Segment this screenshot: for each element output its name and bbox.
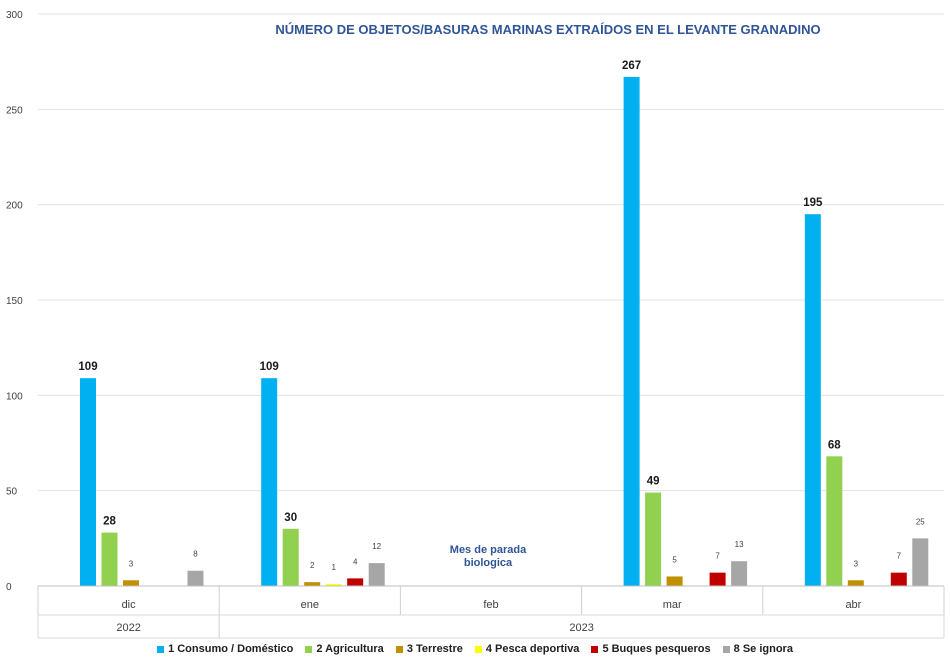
x-year-label: 2023	[569, 622, 593, 634]
legend-item: 2 Agricultura	[305, 643, 384, 655]
bar-abr-series-6	[912, 538, 929, 586]
y-tick-label: 100	[6, 391, 23, 402]
data-label: 4	[353, 557, 358, 566]
bar-dic-series-3	[123, 580, 139, 586]
bar-abr-series-1	[804, 214, 821, 586]
x-tick-label: ene	[301, 599, 319, 611]
data-label: 2	[310, 561, 315, 570]
data-label: 8	[193, 550, 198, 559]
legend-swatch	[474, 645, 482, 653]
legend-item: 4 Pesca deportiva	[474, 643, 580, 655]
bar-dic-series-6	[187, 570, 204, 586]
data-label: 7	[715, 552, 720, 561]
bar-mar-series-1	[623, 76, 640, 587]
bar-mar-series-3	[666, 576, 683, 586]
data-label: 3	[129, 559, 134, 568]
data-label: 267	[622, 60, 641, 72]
legend-label: 4 Pesca deportiva	[485, 643, 580, 655]
data-label: 109	[260, 361, 279, 373]
gridlines	[38, 13, 944, 587]
y-tick-label: 50	[6, 487, 18, 498]
data-label: 109	[78, 361, 97, 373]
data-label: 13	[735, 540, 744, 549]
legend-swatch	[395, 645, 403, 653]
chart-title: NÚMERO DE OBJETOS/BASURAS MARINAS EXTRAÍ…	[275, 22, 820, 37]
legend-label: 1 Consumo / Doméstico	[168, 643, 294, 655]
data-label: 30	[284, 512, 297, 524]
data-label: 1	[331, 563, 336, 572]
legend-label: 5 Buques pesqueros	[602, 643, 711, 655]
legend-item: 3 Terrestre	[395, 643, 463, 655]
bar-ene-series-5	[347, 578, 364, 586]
data-label: 195	[803, 197, 823, 209]
bar-abr-series-2	[826, 456, 843, 586]
x-tick-label: feb	[483, 599, 498, 611]
y-axis: 0 50 100 150 200 250 300	[6, 10, 23, 593]
data-label: 5	[672, 555, 677, 564]
data-label: 7	[897, 552, 902, 561]
bar-chart: 0 50 100 150 200 250 300 NÚMERO DE OBJETOS/BAS…	[6, 10, 945, 639]
legend-label: 8 Se ignora	[733, 643, 793, 655]
y-tick-label: 150	[6, 296, 23, 307]
data-label: 68	[828, 439, 841, 451]
legend-item: 5 Buques pesqueros	[591, 643, 711, 655]
legend-swatch	[722, 645, 730, 653]
data-label: 49	[647, 476, 660, 488]
bar-abr-series-3	[847, 580, 864, 586]
bars	[80, 76, 929, 587]
bar-abr-series-5	[890, 572, 907, 586]
data-label: 25	[916, 517, 925, 526]
legend: 1 Consumo / Doméstico 2 Agricultura 3 Terr…	[0, 643, 950, 655]
legend-swatch	[591, 645, 599, 653]
legend-item: 1 Consumo / Doméstico	[157, 643, 293, 655]
data-label: 28	[103, 516, 116, 528]
legend-swatch	[305, 645, 313, 653]
bar-ene-series-4	[325, 584, 342, 586]
x-tick-label: abr	[845, 599, 861, 611]
x-axis: dic ene feb mar abr 2022 2023	[37, 585, 945, 639]
bar-dic-series-2	[101, 532, 118, 586]
annotation-text: Mes de parada	[450, 544, 527, 556]
y-tick-label: 300	[6, 10, 23, 21]
y-tick-label: 0	[6, 582, 12, 593]
bar-ene-series-2	[282, 528, 299, 586]
legend-item: 8 Se ignora	[722, 643, 793, 655]
bar-ene-series-1	[261, 378, 278, 586]
bar-dic-series-1	[80, 378, 96, 586]
y-tick-label: 250	[6, 105, 23, 116]
x-tick-label: mar	[663, 599, 682, 611]
annotation-text: biologica	[464, 557, 513, 569]
bar-ene-series-6	[368, 563, 385, 586]
x-tick-label: dic	[122, 599, 137, 611]
legend-label: 3 Terrestre	[406, 643, 463, 655]
bar-mar-series-5	[709, 572, 726, 586]
bar-ene-series-3	[304, 582, 321, 586]
y-tick-label: 200	[6, 201, 23, 212]
bar-mar-series-6	[731, 561, 748, 586]
data-label: 12	[372, 542, 381, 551]
legend-label: 2 Agricultura	[316, 643, 384, 655]
data-label: 3	[854, 559, 859, 568]
legend-swatch	[157, 645, 165, 653]
bar-mar-series-2	[645, 492, 662, 586]
x-year-label: 2022	[116, 622, 140, 634]
